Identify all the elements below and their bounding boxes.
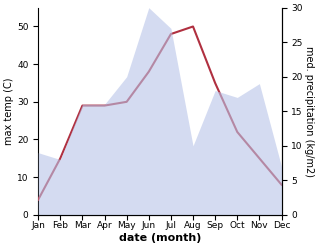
- Y-axis label: med. precipitation (kg/m2): med. precipitation (kg/m2): [304, 46, 314, 177]
- Y-axis label: max temp (C): max temp (C): [4, 78, 14, 145]
- X-axis label: date (month): date (month): [119, 233, 201, 243]
